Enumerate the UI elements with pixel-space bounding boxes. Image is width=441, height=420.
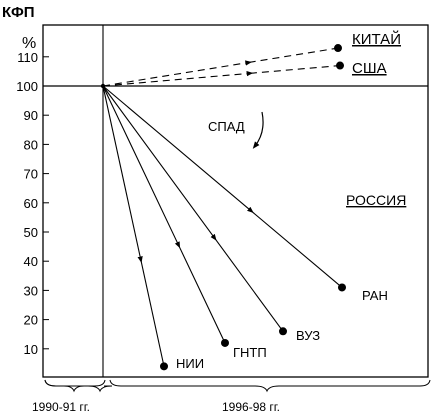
y-axis-label: %: [22, 35, 36, 52]
series-line-ран: [102, 85, 254, 214]
decline-arrow: [252, 111, 264, 149]
plot-frame: [42, 24, 429, 378]
series-point-нии: [160, 362, 168, 371]
series-line-tail-нии: [140, 259, 165, 367]
y-tick-label-80: 80: [24, 137, 38, 152]
series-lines: [100, 44, 346, 371]
series-point-вуз: [279, 327, 287, 336]
series-point-гнтп: [221, 338, 229, 347]
series-point-китай: [334, 44, 342, 53]
y-tick-label-30: 30: [24, 283, 38, 298]
y-tick-label-70: 70: [24, 167, 38, 182]
series-line-tail-сша: [249, 65, 341, 74]
y-tick-label-10: 10: [24, 342, 38, 357]
series-labels: КИТАЙ США РАН ВУЗ ГНТП НИИ: [176, 30, 401, 371]
series-line-tail-ран: [250, 210, 343, 288]
decline-annotation: СПАД: [208, 119, 245, 134]
series-line-сша: [102, 70, 254, 87]
series-line-гнтп: [102, 85, 181, 249]
y-tick-label-40: 40: [24, 254, 38, 269]
y-tick-label-60: 60: [24, 196, 38, 211]
period-braces: [44, 379, 431, 393]
series-line-нии: [102, 85, 143, 264]
series-line-китай: [102, 60, 252, 87]
period-label-1990-91: 1990-91 гг.: [32, 400, 90, 414]
series-label-ран: РАН: [362, 288, 388, 303]
series-point-сша: [336, 61, 344, 70]
chart-title: КФП: [2, 4, 35, 21]
y-tick-label-100: 100: [16, 79, 38, 94]
series-line-вуз: [102, 85, 217, 241]
series-label-китай: КИТАЙ: [352, 30, 401, 48]
series-line-tail-китай: [248, 47, 339, 64]
y-tick-label-110: 110: [17, 50, 38, 65]
series-label-вуз: ВУЗ: [296, 328, 320, 343]
series-label-сша: США: [352, 60, 387, 77]
y-axis-ticks: 10 20 30 40 50 60 70 80 90 100 110: [16, 50, 49, 357]
period-label-1996-98: 1996-98 гг.: [222, 400, 280, 414]
series-line-tail-гнтп: [178, 245, 226, 344]
y-tick-label-20: 20: [24, 313, 38, 328]
series-line-tail-вуз: [214, 237, 284, 332]
y-tick-label-90: 90: [24, 108, 38, 123]
y-tick-label-50: 50: [24, 225, 38, 240]
series-label-гнтп: ГНТП: [233, 345, 267, 360]
series-label-нии: НИИ: [176, 356, 204, 371]
series-point-ран: [338, 283, 346, 292]
russia-annotation: РОССИЯ: [346, 192, 406, 208]
